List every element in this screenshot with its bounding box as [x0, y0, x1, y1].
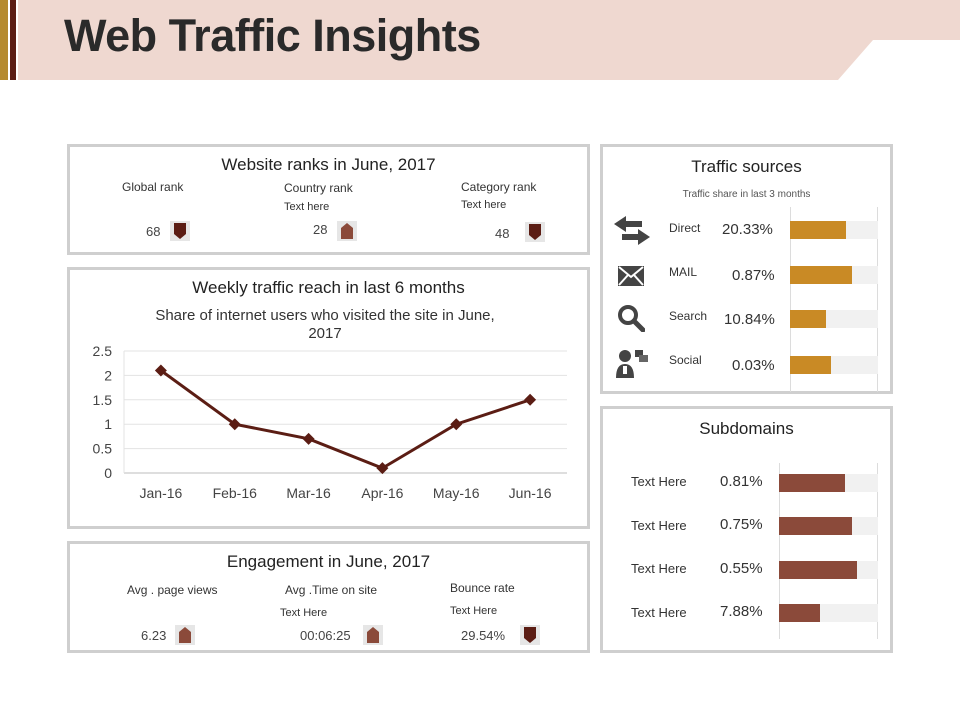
data-point [450, 418, 463, 431]
y-tick-label: 2.5 [93, 343, 113, 359]
subdomain-1-bar-track [779, 474, 878, 492]
search-icon [617, 304, 646, 337]
category-rank-label: Category rank [461, 180, 537, 194]
subdomain-2-label: Text Here [631, 518, 687, 533]
bar-guide-right [877, 207, 878, 392]
source-direct-bar [790, 221, 847, 239]
source-direct-bar-track [790, 221, 878, 239]
category-rank-value: 48 [495, 226, 510, 241]
country-rank-label: Country rank [284, 181, 353, 195]
weekly-traffic-panel: Weekly traffic reach in last 6 months Sh… [67, 267, 590, 529]
country-rank-up-arrow-icon [337, 221, 357, 241]
source-direct-label: Direct [669, 221, 701, 235]
subdomain-3-label: Text Here [631, 561, 687, 576]
bounce-rate-sub: Text Here [450, 605, 498, 617]
x-tick-label: Jun-16 [509, 485, 552, 501]
subdomains-title: Subdomains [699, 419, 794, 438]
global-rank-value: 68 [146, 224, 161, 239]
subdomain-3-value: 0.55% [720, 560, 763, 577]
sub-bar-guide-right [877, 463, 878, 639]
time-on-site-value: 00:06:25 [300, 628, 351, 643]
y-tick-label: 1.5 [93, 392, 113, 408]
subdomain-4-label: Text Here [631, 605, 687, 620]
engagement-title: Engagement in June, 2017 [226, 552, 431, 571]
header-accent-dark [10, 0, 16, 80]
subdomain-1-value: 0.81% [720, 473, 763, 490]
chart-subtitle-line2: 2017 [308, 325, 341, 342]
x-tick-label: Feb-16 [213, 485, 258, 501]
subdomain-4-bar-track [779, 604, 878, 622]
time-on-site-label: Avg .Time on site [285, 583, 378, 597]
x-tick-label: May-16 [433, 485, 480, 501]
subdomain-2-bar-track [779, 517, 878, 535]
subdomain-1-bar [779, 474, 846, 492]
bounce-rate-down-arrow-icon [520, 625, 540, 645]
weekly-traffic-title: Weekly traffic reach in last 6 months [192, 278, 465, 297]
country-rank-value: 28 [313, 222, 328, 237]
source-mail-bar-track [790, 266, 878, 284]
header-accent-gold [0, 0, 8, 80]
bar-guide-left [790, 207, 791, 392]
subdomains-panel: Subdomains Text Here 0.81% Text Here 0.7… [600, 406, 893, 653]
x-tick-label: Apr-16 [361, 485, 403, 501]
bounce-rate-value: 29.54% [461, 628, 506, 643]
source-social-value: 0.03% [732, 357, 775, 374]
subdomain-2-bar [779, 517, 853, 535]
data-point [376, 462, 389, 475]
bounce-rate-label: Bounce rate [450, 581, 515, 595]
category-rank-down-arrow-icon [525, 222, 545, 242]
page-views-label: Avg . page views [127, 583, 218, 597]
x-tick-label: Mar-16 [286, 485, 331, 501]
source-search-value: 10.84% [724, 311, 775, 328]
mail-icon [617, 265, 645, 292]
y-tick-label: 0.5 [93, 441, 113, 457]
subdomain-3-bar-track [779, 561, 878, 579]
page-title: Web Traffic Insights [64, 10, 481, 61]
subdomain-4-value: 7.88% [720, 603, 763, 620]
page-views-value: 6.23 [141, 628, 167, 643]
source-social-label: Social [669, 353, 702, 367]
social-user-icon [614, 347, 650, 384]
traffic-sources-title: Traffic sources [691, 157, 802, 176]
website-ranks-panel: Website ranks in June, 2017 Global rank … [67, 144, 590, 255]
series-line [160, 369, 531, 470]
y-tick-label: 1 [104, 416, 112, 432]
y-tick-label: 0 [104, 465, 112, 481]
traffic-sources-subtitle: Traffic share in last 3 months [682, 189, 811, 200]
website-ranks-title: Website ranks in June, 2017 [221, 155, 436, 174]
subdomain-3-bar [779, 561, 858, 579]
data-point [524, 393, 537, 406]
global-rank-label: Global rank [122, 180, 184, 194]
category-rank-sub: Text here [461, 199, 507, 211]
time-on-site-sub: Text Here [280, 607, 328, 619]
subdomain-4-bar [779, 604, 820, 622]
subdomain-2-value: 0.75% [720, 516, 763, 533]
arrows-exchange-icon [612, 215, 652, 252]
data-point [154, 364, 167, 377]
source-search-bar-track [790, 310, 878, 328]
source-search-label: Search [669, 309, 708, 323]
source-mail-value: 0.87% [732, 267, 775, 284]
sub-bar-guide-left [779, 463, 780, 639]
header-band [18, 0, 960, 80]
source-social-bar [790, 356, 832, 374]
data-point [302, 432, 315, 445]
source-search-bar [790, 310, 827, 328]
subdomain-1-label: Text Here [631, 474, 687, 489]
traffic-sources-panel: Traffic sources Traffic share in last 3 … [600, 144, 893, 394]
data-point [228, 418, 241, 431]
chart-subtitle-line1: Share of internet users who visited the … [155, 307, 494, 324]
source-mail-label: MAIL [669, 265, 698, 279]
y-tick-label: 2 [104, 367, 112, 383]
page-views-up-arrow-icon [175, 625, 195, 645]
source-mail-bar [790, 266, 852, 284]
global-rank-down-arrow-icon [170, 221, 190, 241]
source-direct-value: 20.33% [722, 221, 773, 238]
country-rank-sub: Text here [284, 201, 330, 213]
traffic-line-chart: Share of internet users who visited the … [93, 307, 567, 501]
x-tick-label: Jan-16 [140, 485, 183, 501]
engagement-panel: Engagement in June, 2017 Avg . page view… [67, 541, 590, 653]
source-social-bar-track [790, 356, 878, 374]
time-on-site-up-arrow-icon [363, 625, 383, 645]
